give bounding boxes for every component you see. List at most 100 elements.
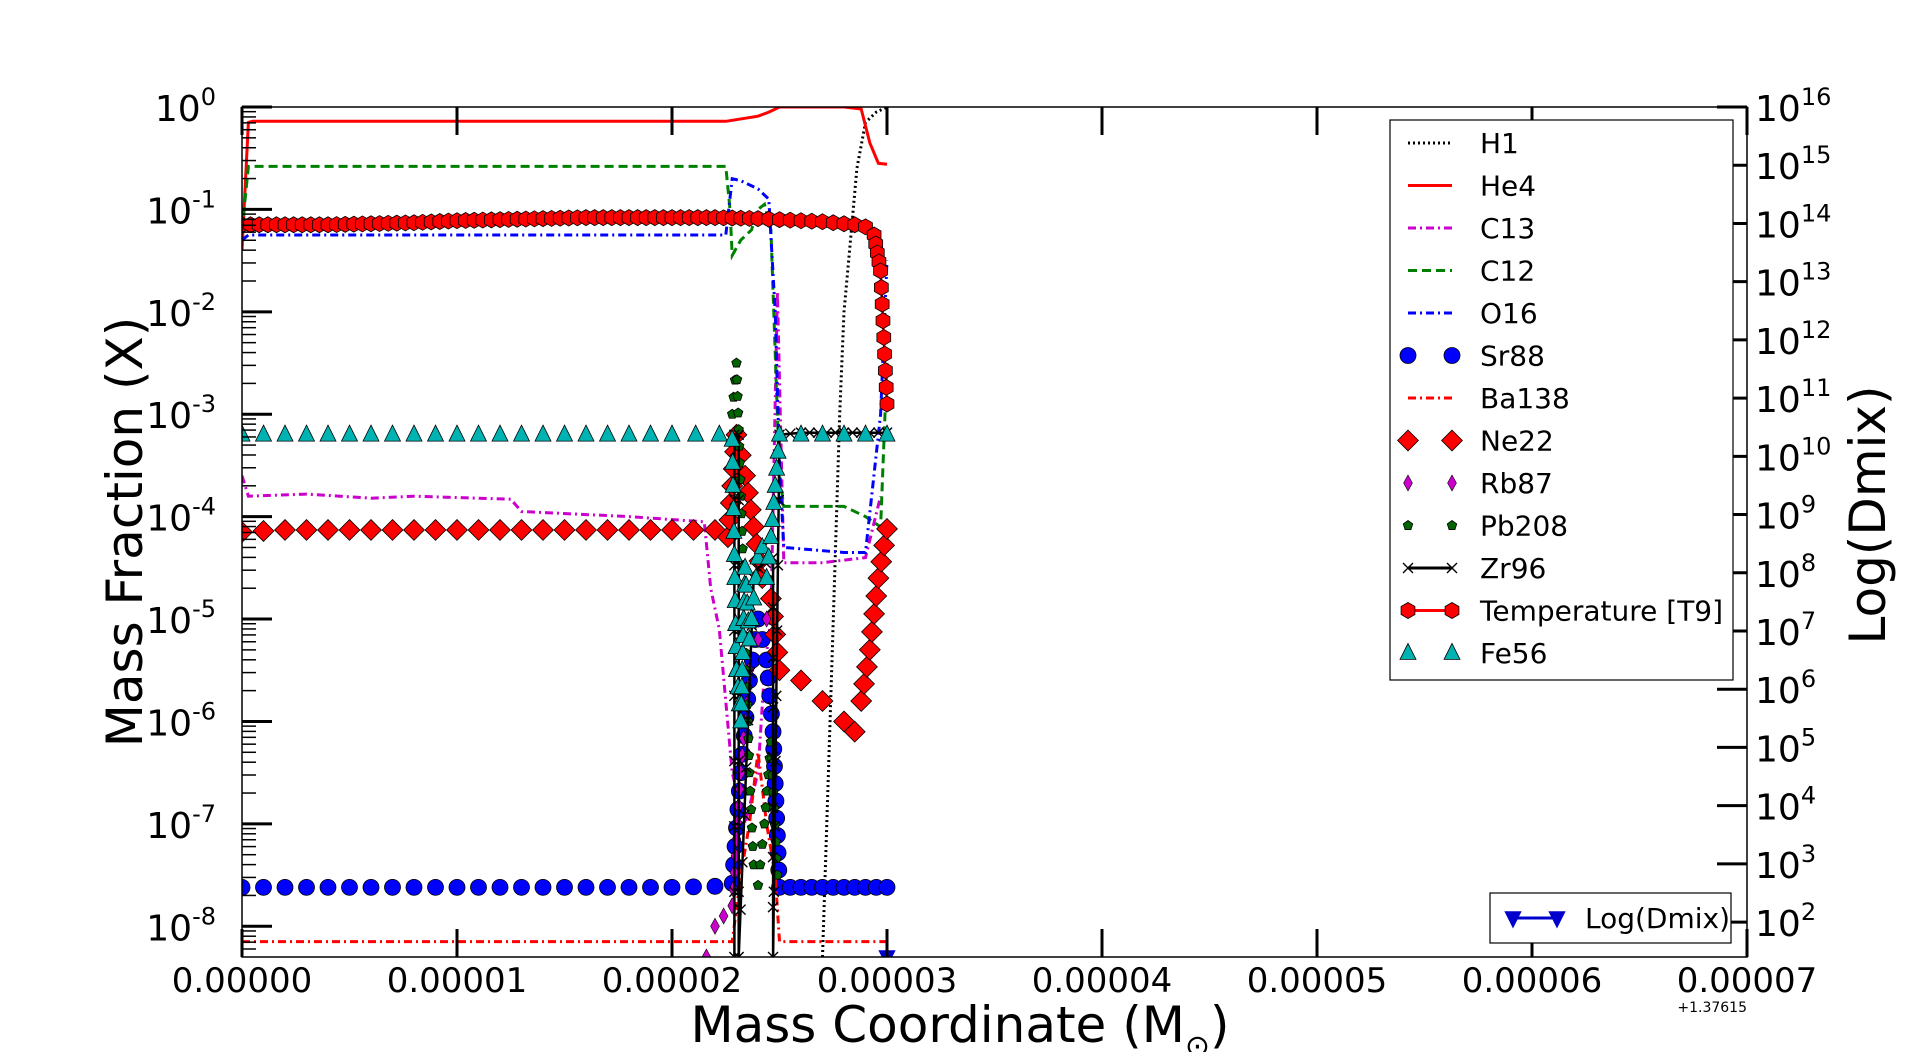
data-point-fe56 bbox=[319, 424, 337, 442]
y2-axis-label: Log(Dmix) bbox=[1839, 385, 1897, 644]
legend-item-rb87: Rb87 bbox=[1403, 467, 1553, 500]
data-point-ne22 bbox=[867, 567, 890, 590]
x-tick-label: 0.00003 bbox=[817, 961, 958, 1001]
legend-marker-ne22 bbox=[1441, 429, 1463, 452]
data-point-zr96 bbox=[767, 701, 779, 713]
data-point-ne22 bbox=[295, 518, 318, 541]
legend-label-c13: C13 bbox=[1480, 212, 1535, 245]
y2-tick-label: 105 bbox=[1755, 723, 1816, 770]
data-point-pb208 bbox=[759, 818, 770, 829]
data-point-sr88 bbox=[620, 878, 638, 896]
series-temperature-t9 bbox=[242, 209, 895, 413]
data-point-pb208 bbox=[731, 374, 743, 385]
data-point-zr96 bbox=[728, 886, 740, 898]
data-point-pb208 bbox=[746, 822, 758, 833]
data-point-pb208 bbox=[732, 390, 743, 401]
data-point-temperature-t9 bbox=[878, 378, 894, 396]
data-point-pb208 bbox=[731, 357, 742, 368]
legend-item-ne22: Ne22 bbox=[1397, 425, 1554, 458]
data-point-sr88 bbox=[298, 878, 315, 896]
series-h1 bbox=[821, 107, 888, 957]
data-point-zr96 bbox=[768, 886, 780, 898]
series-c12 bbox=[242, 164, 889, 530]
data-point-fe56 bbox=[734, 642, 752, 660]
legend-label-zr96: Zr96 bbox=[1480, 552, 1546, 585]
data-point-fe56 bbox=[663, 424, 681, 442]
y2-tick-label: 107 bbox=[1755, 607, 1816, 654]
series-line-c13 bbox=[242, 291, 883, 825]
legend-dmix: Log(Dmix) bbox=[1489, 892, 1732, 944]
data-point-ne22 bbox=[553, 518, 576, 541]
data-point-fe56 bbox=[742, 608, 761, 626]
data-point-sr88 bbox=[448, 878, 466, 896]
data-point-zr96 bbox=[767, 901, 779, 913]
legend-label-pb208: Pb208 bbox=[1480, 510, 1568, 543]
data-point-sr88 bbox=[685, 878, 702, 896]
legend-marker-sr88 bbox=[1399, 347, 1417, 364]
legend-marker-zr96 bbox=[1446, 562, 1458, 574]
x-axis-label: Mass Coordinate (M⊙) bbox=[690, 996, 1229, 1052]
data-point-temperature-t9 bbox=[874, 279, 889, 296]
data-point-fe56 bbox=[254, 424, 273, 442]
data-point-zr96 bbox=[735, 904, 747, 916]
data-point-fe56 bbox=[641, 424, 660, 442]
series-line-h1 bbox=[821, 107, 888, 957]
data-point-ne22 bbox=[338, 518, 361, 541]
data-point-fe56 bbox=[792, 424, 810, 442]
legend-label-fe56: Fe56 bbox=[1480, 637, 1547, 670]
data-point-ne22 bbox=[252, 520, 275, 542]
data-point-sr88 bbox=[663, 878, 681, 896]
y2-tick-label: 108 bbox=[1755, 549, 1816, 596]
data-point-pb208 bbox=[757, 838, 768, 849]
data-point-zr96 bbox=[733, 951, 745, 957]
data-point-temperature-t9 bbox=[879, 395, 895, 413]
legend-marker-temperature-t9 bbox=[1444, 602, 1460, 619]
data-point-zr96 bbox=[769, 755, 781, 767]
legend-item-zr96: Zr96 bbox=[1402, 552, 1546, 585]
series-line-ba138 bbox=[242, 752, 887, 944]
data-point-zr96 bbox=[769, 820, 781, 832]
data-point-zr96 bbox=[738, 809, 750, 821]
legend-marker-ne22 bbox=[1397, 429, 1419, 452]
data-point-ne22 bbox=[843, 720, 866, 743]
data-point-fe56 bbox=[770, 424, 789, 442]
data-point-temperature-t9 bbox=[874, 295, 890, 313]
data-point-sr88 bbox=[706, 877, 724, 895]
data-point-rb87 bbox=[761, 610, 772, 628]
data-point-zr96 bbox=[767, 951, 779, 957]
data-point-fe56 bbox=[725, 544, 743, 562]
y-tick-label: 10-8 bbox=[146, 902, 216, 949]
data-point-fe56 bbox=[749, 547, 767, 565]
data-point-ne22 bbox=[873, 534, 896, 557]
data-point-fe56 bbox=[732, 710, 750, 729]
legend-item-c13: C13 bbox=[1408, 212, 1535, 245]
data-point-sr88 bbox=[513, 878, 530, 896]
data-point-zr96 bbox=[728, 820, 740, 832]
data-point-fe56 bbox=[763, 509, 781, 527]
data-point-zr96 bbox=[733, 820, 745, 832]
data-point-sr88 bbox=[405, 878, 423, 896]
data-point-fe56 bbox=[856, 424, 875, 442]
data-point-zr96 bbox=[740, 762, 752, 774]
legend-item-ba138: Ba138 bbox=[1408, 382, 1570, 415]
data-point-fe56 bbox=[577, 424, 595, 442]
data-point-rb87 bbox=[701, 948, 712, 957]
data-point-fe56 bbox=[448, 424, 466, 442]
legend-label-c12: C12 bbox=[1480, 255, 1535, 288]
data-point-ne22 bbox=[865, 585, 888, 607]
y2-tick-label: 106 bbox=[1755, 665, 1816, 712]
data-point-fe56 bbox=[740, 629, 759, 647]
data-point-ne22 bbox=[596, 518, 619, 541]
data-point-sr88 bbox=[319, 878, 337, 896]
data-point-ne22 bbox=[661, 518, 683, 541]
data-point-ne22 bbox=[870, 550, 893, 573]
data-point-sr88 bbox=[491, 878, 509, 896]
legend-marker-pb208 bbox=[1446, 520, 1458, 530]
series-line-c12 bbox=[242, 164, 889, 530]
legend-label-h1: H1 bbox=[1480, 127, 1519, 160]
data-point-temperature-t9 bbox=[875, 312, 891, 330]
y2-tick-label: 1014 bbox=[1755, 199, 1831, 246]
plot-area bbox=[242, 107, 898, 957]
data-point-fe56 bbox=[724, 475, 742, 493]
data-point-ne22 bbox=[317, 518, 339, 541]
